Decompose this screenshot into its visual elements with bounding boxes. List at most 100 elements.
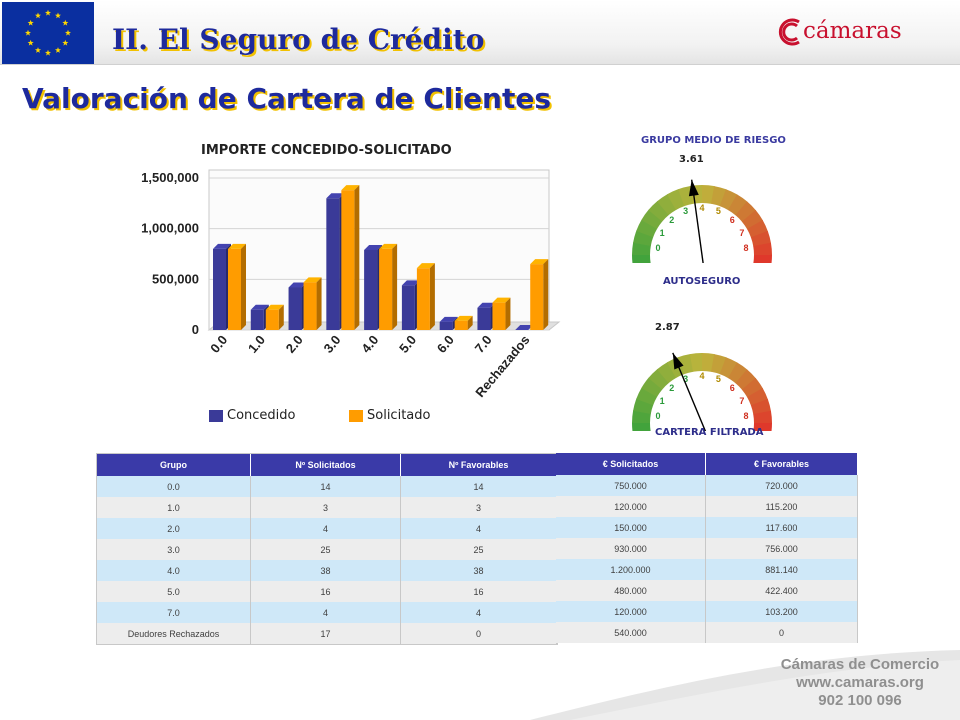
gauge-arc-segment	[657, 194, 677, 216]
header-band	[0, 0, 960, 65]
bar-solicitado-top	[265, 304, 284, 310]
table-row: 5.0 16 16	[97, 581, 557, 602]
bar-concedido-top	[213, 243, 231, 249]
gauge-arc-segment	[632, 410, 651, 423]
table-cell: 540.000	[556, 622, 706, 643]
table-row: 4.0 38 38	[97, 560, 557, 581]
gauge-needle-arrow-icon	[688, 179, 699, 197]
gauge-arc-segment	[711, 354, 727, 375]
bar-solicitado-side	[429, 263, 435, 330]
footer-swoosh	[530, 650, 960, 720]
table-cell: 4.0	[97, 560, 251, 581]
table-cell: 422.400	[705, 580, 858, 601]
gauge-arc-segment	[657, 362, 677, 384]
bar-concedido-top	[326, 193, 345, 199]
bar-solicitado	[265, 309, 279, 330]
bar-solicitado	[416, 268, 430, 330]
table-cell: 17	[250, 623, 402, 644]
gauge-scale-label: 4	[699, 203, 704, 213]
table-row: 930.000 756.000	[556, 538, 858, 559]
table-cell: 150.000	[556, 517, 706, 538]
bar-solicitado-top	[416, 263, 435, 269]
counts-table: Grupo Nº Solicitados Nº Favorables 0.0 14…	[97, 454, 557, 644]
gauge-arc-segment	[735, 201, 757, 222]
bar-solicitado	[492, 302, 506, 330]
gauge-value-autoseguro: 3.61	[679, 154, 704, 165]
gauge-scale-label: 5	[716, 206, 721, 216]
page-title: II. El Seguro de Crédito	[112, 23, 485, 56]
gauge-arc-segment	[711, 186, 727, 207]
eu-star	[25, 29, 31, 36]
bar-solicitado	[303, 282, 317, 330]
x-tick-label: 0.0	[207, 332, 230, 355]
table-cell: 25	[400, 539, 557, 560]
legend-label-solicitado: Solicitado	[367, 408, 431, 423]
y-tick-label: 500,000	[152, 271, 199, 286]
camaras-c-icon	[778, 18, 800, 46]
table-cell: 756.000	[705, 538, 858, 559]
gauge-scale-label: 7	[739, 228, 744, 238]
bar-solicitado	[228, 248, 241, 330]
bar-concedido-top	[288, 282, 307, 288]
table-row: 3.0 25 25	[97, 539, 557, 560]
gauge-scale-label: 2	[669, 215, 674, 225]
table-cell: 7.0	[97, 602, 251, 623]
bar-concedido-top	[250, 304, 269, 310]
gauge-arc-segment	[719, 357, 738, 379]
eu-star	[35, 47, 41, 53]
table-cell: 3	[400, 497, 557, 518]
table-cell: 38	[250, 560, 402, 581]
table-cell: 1.0	[97, 497, 251, 518]
gauge-value-cartera: 2.87	[655, 322, 680, 333]
gauge-scale-label: 4	[699, 371, 704, 381]
gauge-arc-segment	[735, 369, 757, 390]
gauge-caption-autoseguro: AUTOSEGURO	[663, 276, 741, 287]
eu-flag-logo	[2, 2, 94, 64]
gauge-arc-segment	[648, 368, 669, 390]
y-tick-label: 1,500,000	[141, 170, 199, 185]
table-cell: 14	[400, 476, 557, 497]
gauge-arc-segment	[632, 242, 651, 255]
eu-star	[35, 12, 41, 19]
gauge-arc-segment	[753, 410, 772, 424]
table-cell: 14	[250, 476, 402, 497]
gauge-scale-label: 6	[730, 383, 735, 393]
bar-solicitado-side	[278, 304, 284, 330]
camaras-logo-text: cámaras	[803, 18, 902, 44]
gauge-arc-segment	[641, 377, 663, 397]
table-cell: 4	[250, 518, 402, 539]
bar-concedido	[250, 309, 264, 330]
gauge-scale-label: 3	[683, 374, 688, 384]
bar-solicitado-top	[492, 297, 511, 303]
gauge-arc-segment	[750, 231, 772, 247]
table-cell: 4	[400, 602, 557, 623]
bar-concedido-top	[439, 316, 458, 322]
gauge-title: GRUPO MEDIO DE RIESGO	[641, 135, 786, 146]
bar-solicitado-side	[392, 243, 398, 330]
gauge-arc-segment	[648, 200, 669, 222]
gauge-arc-segment	[750, 399, 772, 415]
eu-star	[55, 12, 61, 19]
bar-solicitado-side	[543, 259, 549, 330]
gauge-arc-segment	[633, 398, 654, 414]
table-row: 150.000 117.600	[556, 517, 858, 538]
table-cell: 1.200.000	[556, 559, 706, 580]
table-cell: Deudores Rechazados	[97, 623, 251, 644]
bar-chart: 0 500,000 1,000,000 1,500,000 0.0 1.0 2.0 3.0 4.…	[141, 169, 561, 400]
table-cell: 4	[250, 602, 402, 623]
chart-panel: IMPORTE CONCEDIDO-SOLICITADO 0 500,000 1,0…	[117, 133, 791, 443]
gauge-arc-segment	[753, 423, 772, 431]
table-cell: 3	[250, 497, 402, 518]
bar-solicitado	[454, 320, 468, 330]
table-row: 0.0 14 14	[97, 476, 557, 497]
bar-concedido-top	[401, 280, 420, 286]
table-row: 1.0 3 3	[97, 497, 557, 518]
footer-line-2: www.camaras.org	[796, 674, 924, 691]
eu-star	[65, 29, 71, 36]
footer-contact: Cámaras de Comercio www.camaras.org 902 …	[760, 656, 960, 710]
gauge-arc-segment	[741, 378, 763, 398]
table-right: € Solicitados € Favorables 750.000 720.00…	[556, 453, 858, 643]
gauge-arc-segment	[689, 353, 703, 372]
gauge-scale-label: 8	[744, 411, 749, 421]
